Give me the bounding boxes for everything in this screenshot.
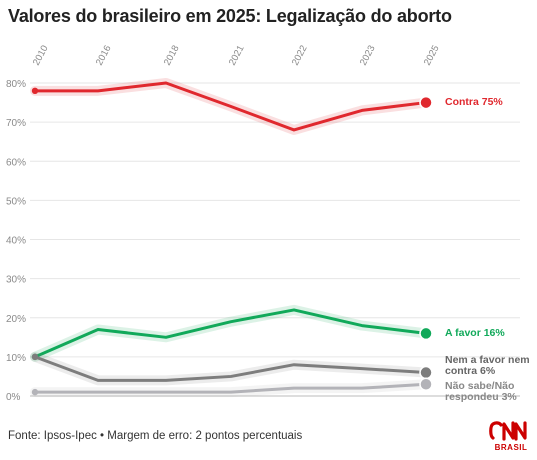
series-end-point — [419, 95, 433, 110]
x-tick-label: 2025 — [422, 44, 442, 68]
logo-subtitle: BRASIL — [494, 443, 528, 452]
series-label: Contra 75% — [445, 96, 503, 108]
y-tick-label: 50% — [6, 196, 26, 207]
series-glow — [30, 304, 431, 362]
cnn-logo-mark — [489, 421, 527, 441]
x-tick-label: 2021 — [227, 44, 247, 68]
y-tick-label: 80% — [6, 79, 26, 90]
series-label: respondeu 3% — [445, 391, 517, 403]
series-label: Nem a favor nem — [445, 354, 530, 366]
series-end-point — [419, 365, 433, 380]
series-end-point — [419, 377, 433, 392]
series-start-point — [31, 87, 39, 95]
y-tick-label: 40% — [6, 236, 26, 247]
series-label: Não sabe/Não — [445, 380, 514, 392]
series-label: A favor 16% — [445, 327, 505, 339]
chart-title: Valores do brasileiro em 2025: Legalizaç… — [8, 6, 452, 26]
series-line — [33, 308, 428, 359]
series-line — [33, 81, 428, 132]
x-tick-label: 2023 — [358, 44, 378, 68]
x-tick-label: 2010 — [31, 44, 51, 68]
y-tick-label: 0% — [6, 392, 21, 403]
source-footer: Fonte: Ipsos-Ipec • Margem de erro: 2 po… — [8, 430, 303, 442]
x-tick-label: 2016 — [94, 44, 114, 68]
series-line — [33, 355, 428, 382]
y-tick-label: 20% — [6, 314, 26, 325]
y-tick-label: 60% — [6, 157, 26, 168]
y-tick-label: 70% — [6, 118, 26, 129]
series-start-point — [31, 353, 39, 361]
series-end-point — [419, 326, 433, 341]
x-tick-label: 2018 — [162, 44, 182, 68]
series-start-point — [31, 388, 39, 396]
y-tick-label: 30% — [6, 275, 26, 286]
y-tick-label: 10% — [6, 353, 26, 364]
series-label: contra 6% — [445, 365, 496, 377]
series-line — [33, 382, 428, 394]
x-tick-label: 2022 — [290, 44, 310, 68]
cnn-brasil-logo: BRASIL — [489, 418, 533, 456]
